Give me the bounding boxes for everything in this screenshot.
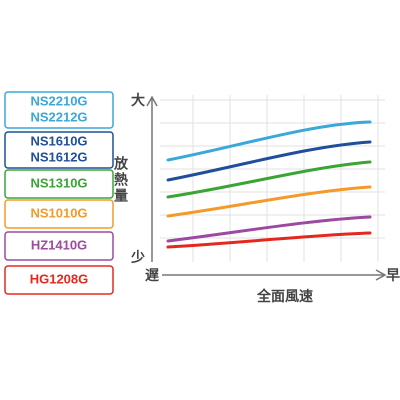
y-axis-label: 放熱量 <box>112 155 129 204</box>
legend-box <box>4 231 114 261</box>
legend-item: NS1610G NS1612G <box>4 131 114 169</box>
legend-item: HZ1410G <box>4 231 114 261</box>
y-axis <box>146 95 158 262</box>
x-axis-label: 全面風速 <box>256 288 313 305</box>
legend-box <box>4 131 114 169</box>
legend-item: NS1010G <box>4 199 114 229</box>
legend-label: HG1208G <box>30 271 89 286</box>
legend-label: NS2210G <box>30 93 87 108</box>
curve <box>166 215 372 243</box>
curve <box>166 120 372 162</box>
x-axis <box>162 269 387 281</box>
legend-box <box>4 169 114 199</box>
legend-item: HG1208G <box>4 265 114 295</box>
x-axis-left: 遅 <box>145 268 159 284</box>
curve <box>166 185 372 218</box>
legend-item: NS1310G <box>4 169 114 199</box>
legend-label: NS1612G <box>30 149 87 164</box>
legend-box <box>4 91 114 129</box>
legend-box <box>4 265 114 295</box>
legend-label: NS2212G <box>30 109 87 124</box>
legend-label: HZ1410G <box>31 237 87 252</box>
y-axis-bottom: 少 <box>130 249 145 266</box>
legend-label: NS1010G <box>30 205 87 220</box>
curve <box>166 160 372 199</box>
curve <box>166 231 372 249</box>
legend-label: NS1610G <box>30 133 87 148</box>
legend-label: NS1310G <box>30 175 87 190</box>
legend-item: NS2210G NS2212G <box>4 91 114 129</box>
y-axis-top: 大 <box>131 92 145 109</box>
x-axis-right: 早 <box>386 268 400 284</box>
curve <box>166 140 372 182</box>
legend-box <box>4 199 114 229</box>
